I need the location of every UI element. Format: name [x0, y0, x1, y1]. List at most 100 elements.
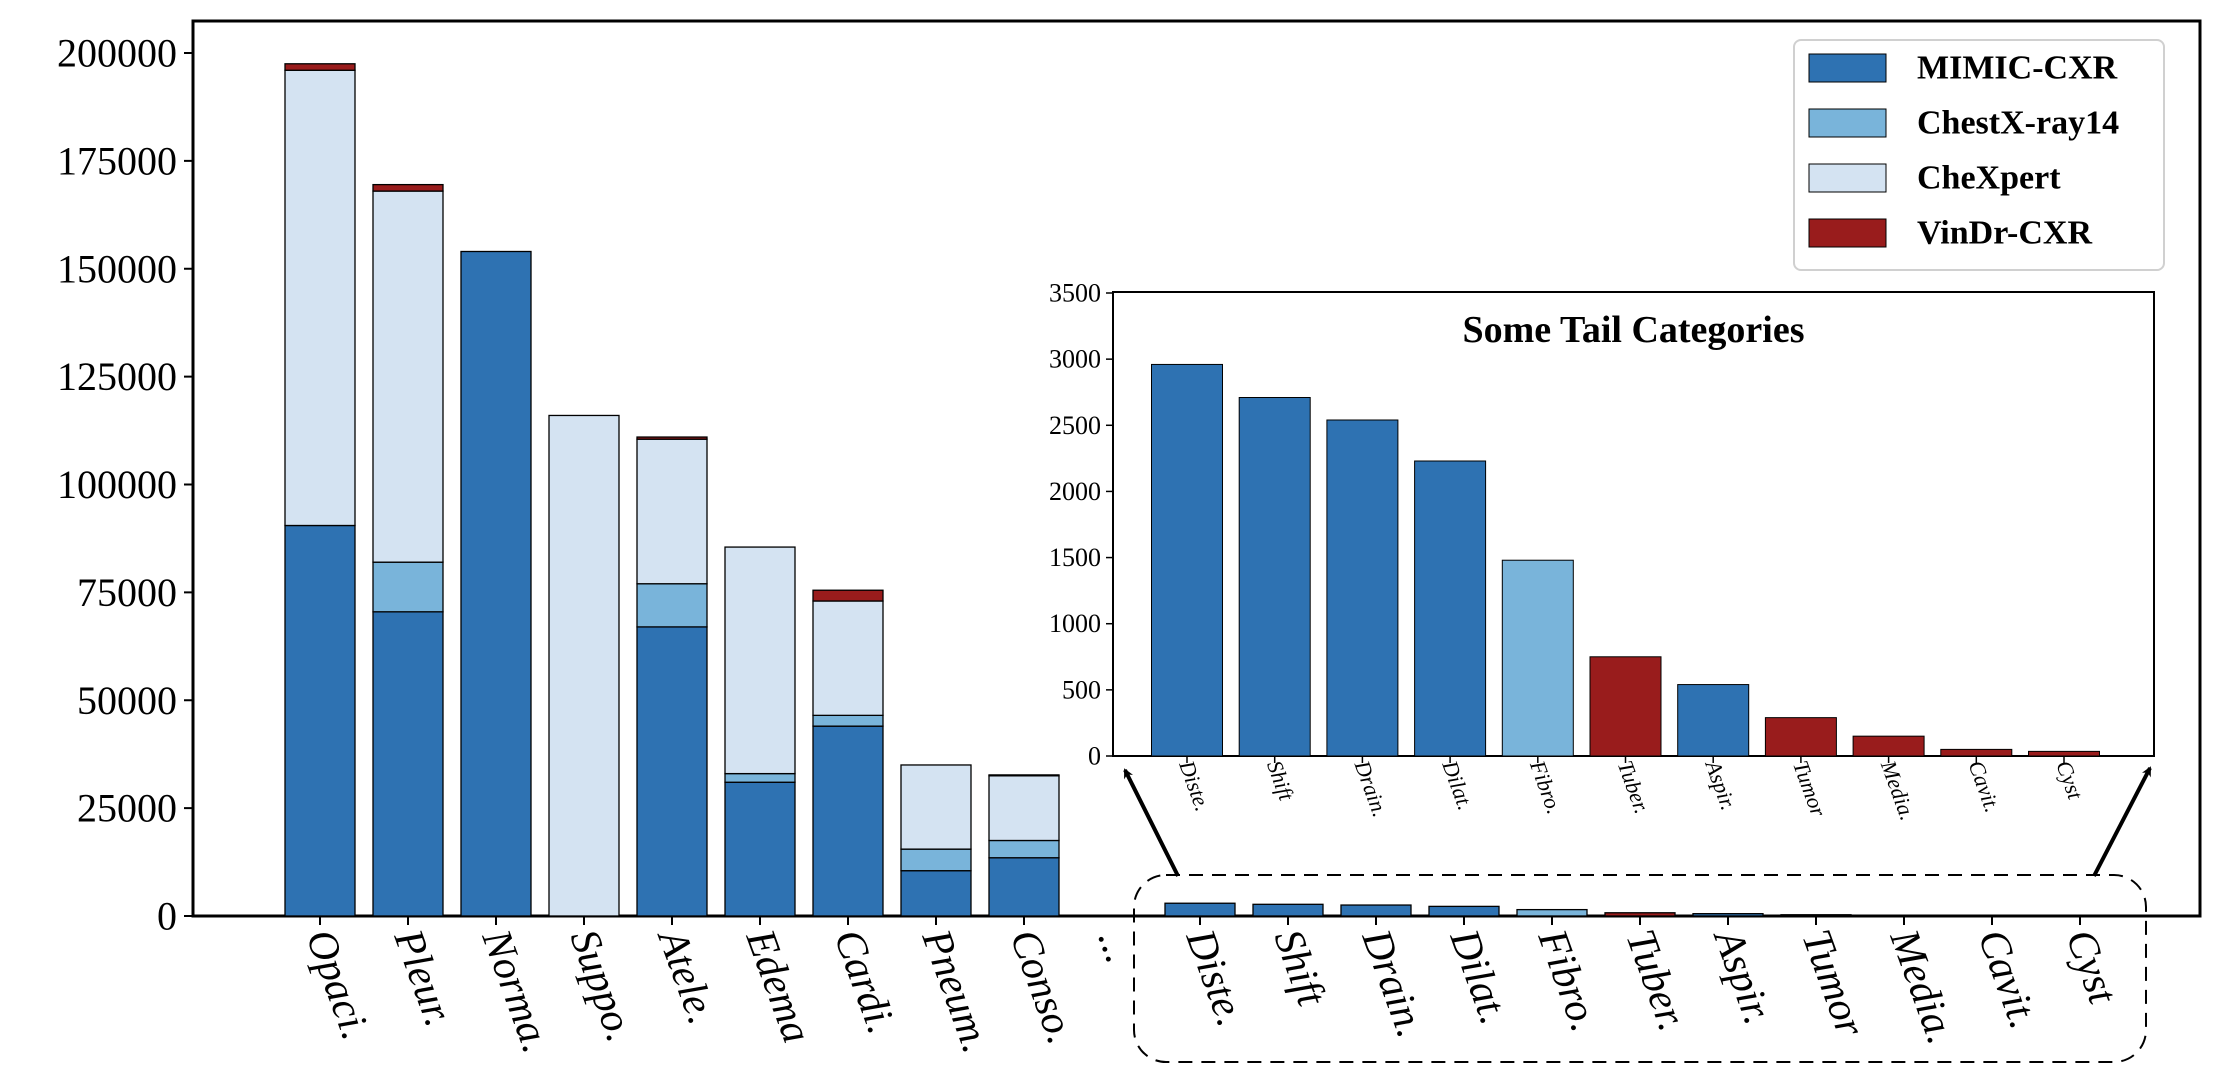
x-tick-label-shift: Shift — [1265, 924, 1335, 1013]
bar-opaci-vindr-cxr — [284, 63, 356, 71]
legend-swatch-mimic-cxr — [1808, 53, 1887, 83]
legend-swatch-chexpert — [1808, 163, 1887, 193]
y-tick-label: 75000 — [77, 570, 177, 615]
x-tick-label-conso: Conso. — [1001, 924, 1085, 1050]
x-tick-label-pleur: Pleur. — [384, 923, 461, 1033]
bar-edema-chestx-ray14 — [724, 772, 796, 783]
bar-pneum-chexpert — [900, 764, 972, 850]
inset-y-tick-label: 3000 — [1049, 345, 1101, 374]
bar-atele-vindr-cxr — [636, 436, 708, 440]
inset-bar-aspir — [1677, 684, 1750, 757]
inset-x-tick-label-media: Media. — [1876, 756, 1921, 823]
bar-conso-chexpert — [988, 775, 1060, 842]
x-tick-label-media: Media. — [1880, 923, 1964, 1050]
x-tick-label-diste: Diste. — [1176, 923, 1253, 1033]
x-tick-label-atele: Atele. — [648, 921, 725, 1030]
y-tick-label: 175000 — [57, 138, 177, 183]
bar-pneum-chestx-ray14 — [900, 848, 972, 872]
bar-cardi-mimic-cxr — [812, 725, 884, 917]
bar-pleur-vindr-cxr — [372, 183, 444, 192]
inset-x-tick-label-aspir: Aspir. — [1700, 755, 1742, 813]
bar-opaci-chexpert — [284, 69, 356, 527]
y-tick-label: 150000 — [57, 246, 177, 291]
legend-label-chestx-ray14: ChestX-ray14 — [1917, 105, 2119, 142]
inset-x-tick-label-tumor: Tumor — [1788, 757, 1831, 820]
bar-atele-chexpert — [636, 438, 708, 585]
bar-fibro-chestx-ray14 — [1516, 908, 1588, 917]
inset-bar-drain — [1326, 419, 1399, 757]
inset-bar-shift — [1238, 397, 1311, 757]
legend-swatch-vindr-cxr — [1808, 218, 1887, 248]
right-zoom-arrow — [2092, 766, 2152, 877]
bar-opaci-mimic-cxr — [284, 524, 356, 917]
inset-x-tick-label-diste: Diste. — [1174, 756, 1216, 814]
bar-dilat-mimic-cxr — [1428, 905, 1500, 917]
bar-cardi-chestx-ray14 — [812, 714, 884, 727]
inset-bar-cyst — [2028, 750, 2100, 757]
inset-bar-fibro — [1501, 559, 1574, 757]
bar-pleur-chexpert — [372, 190, 444, 563]
bar-edema-mimic-cxr — [724, 781, 796, 917]
inset-bar-dilat — [1414, 460, 1487, 757]
x-tick-label-opaci: Opaci. — [297, 924, 379, 1046]
inset-x-tick-label-fibro: Fibro. — [1525, 756, 1568, 817]
inset-x-tick-label-tuber: Tuber. — [1613, 757, 1655, 817]
inset-y-tick-label: 3500 — [1049, 279, 1101, 308]
bar-cardi-vindr-cxr — [812, 589, 884, 602]
inset-y-tick-label: 1500 — [1049, 543, 1101, 572]
zoom-callout — [1123, 766, 2152, 1063]
y-tick-label: 25000 — [77, 786, 177, 831]
y-tick-label: 50000 — [77, 678, 177, 723]
y-tick-label: 100000 — [57, 462, 177, 507]
inset-y-tick-label: 0 — [1088, 742, 1101, 771]
inset-bar-cavit — [1940, 748, 2013, 757]
inset-x-tick-label-shift: Shift — [1262, 757, 1300, 804]
y-tick-label: 0 — [157, 894, 177, 939]
x-tick-label-aspir: Aspir. — [1704, 921, 1781, 1031]
left-zoom-arrow — [1123, 768, 1180, 877]
bar-pleur-chestx-ray14 — [372, 561, 444, 613]
bar-conso-chestx-ray14 — [988, 839, 1060, 859]
y-tick-label: 200000 — [57, 31, 177, 76]
x-tick-label-dilat: Dilat. — [1440, 923, 1517, 1031]
x-tick-label-cavit: Cavit. — [1969, 924, 2047, 1035]
inset-bar-diste — [1151, 363, 1223, 757]
x-tick-label-cardi: Cardi. — [825, 924, 905, 1040]
inset-y-tick-label: 2500 — [1049, 411, 1101, 440]
bar-aspir-mimic-cxr — [1692, 913, 1764, 917]
bar-atele-chestx-ray14 — [636, 583, 708, 628]
inset-x-tick-label-drain: Drain. — [1349, 756, 1393, 820]
inset-x-tick-label-dilat: Dilat. — [1437, 756, 1478, 813]
bar-norma-mimic-cxr — [460, 250, 532, 917]
bar-diste-mimic-cxr — [1164, 902, 1236, 917]
tail-categories-dashed-box — [1133, 874, 2147, 1063]
legend-frame — [1793, 39, 2165, 271]
x-tick-label-norma: Norma. — [472, 923, 559, 1059]
bar-tuber-vindr-cxr — [1604, 912, 1676, 917]
inset-x-tick-label-cyst: Cyst — [2051, 757, 2088, 803]
bar-atele-mimic-cxr — [636, 626, 708, 917]
x-tick-label-cyst: Cyst — [2057, 924, 2126, 1011]
legend-label-mimic-cxr: MIMIC-CXR — [1917, 50, 2118, 87]
inset-y-tick-label: 1000 — [1049, 609, 1101, 638]
bar-pneum-mimic-cxr — [900, 870, 972, 917]
x-tick-label-tuber: Tuber. — [1617, 924, 1696, 1037]
legend-label-chexpert: CheXpert — [1917, 160, 2061, 197]
bar-suppo-chexpert — [548, 414, 620, 917]
x-tick-label-fibro: Fibro. — [1528, 923, 1607, 1038]
bar-edema-chexpert — [724, 546, 796, 775]
inset-chart: 0 500 1000 1500 2000 2500 3000 3500 Some Tail Ca… — [1049, 279, 2155, 824]
x-tick-label-suppo: Suppo. — [561, 924, 644, 1048]
bar-shift-mimic-cxr — [1252, 903, 1324, 917]
inset-y-tick-label: 500 — [1062, 675, 1101, 704]
bar-drain-mimic-cxr — [1340, 904, 1412, 917]
x-tick-label-edema: Edema — [736, 923, 819, 1049]
x-tick-label-tumor: Tumor — [1793, 924, 1874, 1043]
inset-bar-tumor — [1764, 717, 1837, 757]
bar-conso-vindr-cxr — [988, 774, 1060, 777]
legend-swatch-chestx-ray14 — [1808, 108, 1887, 138]
inset-x-tick-label-cavit: Cavit. — [1964, 757, 2006, 816]
inset-title: Some Tail Categories — [1463, 309, 1805, 351]
legend-label-vindr-cxr: VinDr-CXR — [1917, 215, 2092, 252]
